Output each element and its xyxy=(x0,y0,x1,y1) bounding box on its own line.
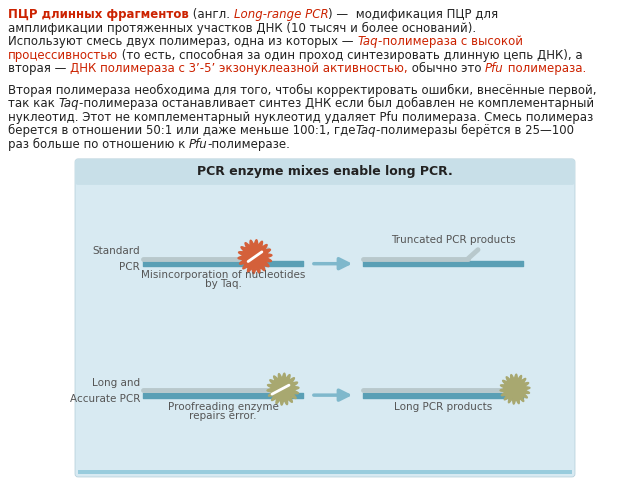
Text: Truncated PCR products: Truncated PCR products xyxy=(390,235,515,245)
Text: Proofreading enzyme: Proofreading enzyme xyxy=(168,402,278,412)
Text: -полимеразе.: -полимеразе. xyxy=(208,138,291,151)
Text: Вторая полимераза необходима для того, чтобы корректировать ошибки, внесённые пе: Вторая полимераза необходима для того, ч… xyxy=(8,84,596,96)
Text: обычно это: обычно это xyxy=(408,62,485,75)
Text: Используют смесь двух полимераз, одна из которых —: Используют смесь двух полимераз, одна из… xyxy=(8,35,357,48)
FancyBboxPatch shape xyxy=(75,159,575,477)
Text: нуклеотид. Этот не комплементарный нуклеотид удаляет Pfu полимераза. Смесь полим: нуклеотид. Этот не комплементарный нукле… xyxy=(8,110,593,124)
Polygon shape xyxy=(238,240,272,274)
Polygon shape xyxy=(500,374,530,404)
Text: модификация ПЦР для: модификация ПЦР для xyxy=(352,8,498,21)
Text: -полимераза останавливает синтез ДНК если был добавлен не комплементарный: -полимераза останавливает синтез ДНК есл… xyxy=(79,97,595,110)
Text: Pfu: Pfu xyxy=(485,62,504,75)
Text: Pfu: Pfu xyxy=(189,138,208,151)
Text: полимераза.: полимераза. xyxy=(504,62,586,75)
Text: ) —: ) — xyxy=(328,8,352,21)
Text: (то есть, способная за один проход синтезировать длинную цепь ДНК), а: (то есть, способная за один проход синте… xyxy=(118,48,583,61)
Text: Taq: Taq xyxy=(59,97,79,110)
Text: Taq: Taq xyxy=(355,124,376,137)
Polygon shape xyxy=(267,373,299,405)
Text: (англ.: (англ. xyxy=(189,8,234,21)
Text: PCR: PCR xyxy=(119,262,140,272)
Text: берется в отношении 50:1 или даже меньше 100:1, где: берется в отношении 50:1 или даже меньше… xyxy=(8,124,355,137)
FancyBboxPatch shape xyxy=(75,159,575,185)
Text: Taq: Taq xyxy=(357,35,378,48)
Text: -полимераза с высокой: -полимераза с высокой xyxy=(378,35,523,48)
Text: ДНК полимераза с 3’-5’ экзонуклеазной активностью,: ДНК полимераза с 3’-5’ экзонуклеазной ак… xyxy=(70,62,408,75)
Text: раз больше по отношению к: раз больше по отношению к xyxy=(8,138,189,151)
Text: repairs error.: repairs error. xyxy=(189,410,257,420)
Text: -полимеразы берётся в 25—100: -полимеразы берётся в 25—100 xyxy=(376,124,574,137)
Text: амплификации протяженных участков ДНК (10 тысяч и более оснований).: амплификации протяженных участков ДНК (1… xyxy=(8,22,476,35)
Text: Accurate PCR: Accurate PCR xyxy=(70,394,140,404)
Text: процессивностью: процессивностью xyxy=(8,48,118,61)
Text: Long PCR products: Long PCR products xyxy=(394,402,492,412)
Text: Long-range PCR: Long-range PCR xyxy=(234,8,328,21)
Text: Standard: Standard xyxy=(92,246,140,256)
Text: ПЦР длинных фрагментов: ПЦР длинных фрагментов xyxy=(8,8,189,21)
Text: так как: так как xyxy=(8,97,59,110)
Text: Long and: Long and xyxy=(92,378,140,388)
Bar xyxy=(78,470,572,474)
Text: вторая —: вторая — xyxy=(8,62,70,75)
Text: Misincorporation of nucleotides: Misincorporation of nucleotides xyxy=(141,270,305,280)
Text: PCR enzyme mixes enable long PCR.: PCR enzyme mixes enable long PCR. xyxy=(197,166,453,179)
Text: by Taq.: by Taq. xyxy=(205,279,241,289)
